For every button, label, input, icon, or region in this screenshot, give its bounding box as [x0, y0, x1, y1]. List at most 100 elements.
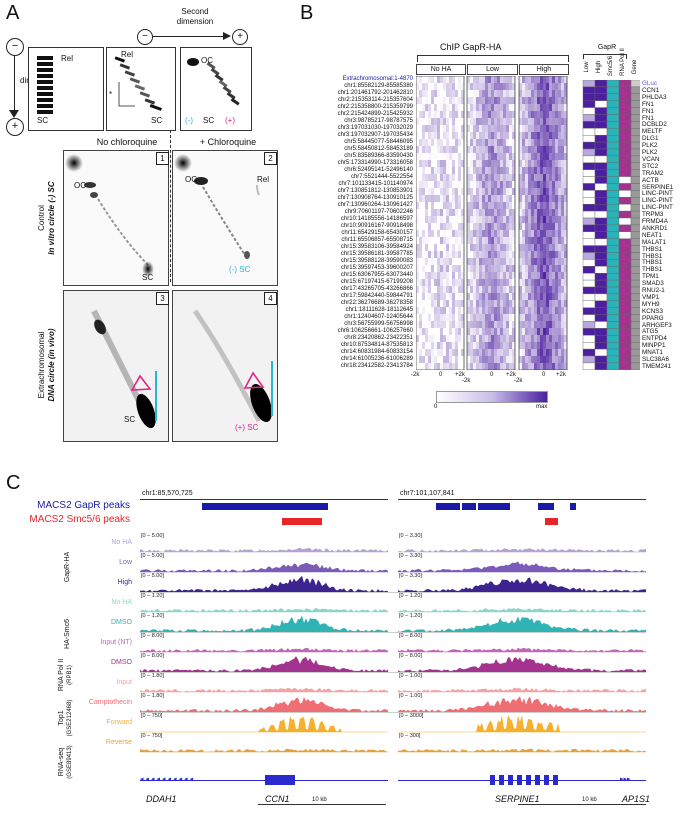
heatmap-cell	[549, 230, 553, 238]
heatmap-cell	[534, 300, 538, 308]
heatmap-cell	[537, 265, 541, 273]
heatmap-cell	[546, 342, 550, 350]
heatmap-cell	[428, 314, 432, 322]
heatmap-cell	[540, 279, 544, 287]
heatmap-cell	[458, 286, 462, 294]
heatmap-cell	[546, 335, 550, 343]
heatmap-cell	[543, 153, 547, 161]
heatmap-cell	[503, 202, 507, 210]
heatmap-cell	[497, 363, 501, 370]
heatmap-cell	[564, 307, 568, 315]
heatmap-cell	[552, 132, 556, 140]
heatmap-cell	[525, 272, 529, 280]
heatmap-cell	[467, 139, 471, 147]
annotation-cell	[606, 93, 620, 101]
heatmap-cell	[440, 111, 444, 119]
heatmap-cell	[449, 195, 453, 203]
heatmap-cell	[437, 300, 441, 308]
track-label: High	[117, 579, 132, 586]
heatmap-cell	[422, 139, 426, 147]
heatmap-cell	[543, 174, 547, 182]
heatmap-cell	[500, 153, 504, 161]
heatmap-cell	[452, 146, 456, 154]
heatmap-cell	[470, 181, 474, 189]
heatmap-cell	[555, 90, 559, 98]
heatmap-cell	[476, 300, 480, 308]
heatmap-cell	[503, 76, 507, 84]
heatmap-cell	[534, 209, 538, 217]
heatmap-cell	[525, 83, 529, 91]
heatmap-cell	[506, 216, 510, 224]
heatmap-cell	[419, 195, 423, 203]
heatmap-cell	[552, 167, 556, 175]
heatmap-cell	[488, 118, 492, 126]
heatmap-cell	[446, 195, 450, 203]
annotation-cell	[630, 176, 640, 184]
heatmap-cell	[540, 90, 544, 98]
heatmap-cell	[467, 258, 471, 266]
annotation-cell	[582, 321, 596, 329]
heatmap-cell	[440, 83, 444, 91]
heatmap-cell	[437, 111, 441, 119]
heatmap-cell	[467, 272, 471, 280]
heatmap-cell	[519, 328, 523, 336]
heatmap-row-label: chr1:12404607-12405644	[344, 314, 413, 320]
heatmap-cell	[540, 363, 544, 370]
heatmap-cell	[440, 300, 444, 308]
heatmap-cell	[461, 307, 465, 315]
heatmap-cell	[494, 188, 498, 196]
heatmap-cell	[525, 230, 529, 238]
heatmap-cell	[531, 153, 535, 161]
heatmap-cell	[555, 279, 559, 287]
gene-label: RNU2-1	[642, 287, 665, 294]
heatmap-cell	[467, 300, 471, 308]
gene-label: PPARG	[642, 314, 664, 322]
heatmap-cell	[422, 265, 426, 273]
heatmap-cell	[461, 223, 465, 231]
heatmap-cell	[416, 111, 420, 119]
heatmap-cell	[561, 279, 565, 287]
heatmap-cell	[540, 328, 544, 336]
annotation-cell	[582, 197, 596, 205]
heatmap-cell	[482, 188, 486, 196]
heatmap-cell	[449, 300, 453, 308]
heatmap-cell	[546, 76, 550, 84]
track-range: [0 – 8.00]	[399, 633, 422, 639]
heatmap-cell	[537, 111, 541, 119]
heatmap-cell	[488, 237, 492, 245]
control-row-label: Control In vitro circle (-) SC	[37, 153, 57, 283]
heatmap-cell	[497, 286, 501, 294]
locus-left: chr1:85,570,725	[142, 490, 193, 497]
gene-label: FN1	[642, 114, 654, 122]
heatmap-cell	[543, 286, 547, 294]
heatmap-cell	[494, 139, 498, 147]
heatmap-cell	[458, 314, 462, 322]
heatmap-cell	[431, 342, 435, 350]
heatmap-cell	[525, 125, 529, 133]
heatmap-cell	[461, 342, 465, 350]
heatmap-cell	[522, 167, 526, 175]
annotation-cell	[606, 80, 620, 88]
heatmap-cell	[434, 153, 438, 161]
heatmap-cell	[476, 209, 480, 217]
heatmap-cell	[540, 125, 544, 133]
annotation-cell	[618, 114, 632, 122]
track-signal	[140, 615, 388, 633]
heatmap-cell	[461, 300, 465, 308]
heatmap-cell	[455, 160, 459, 168]
heatmap-group-frame	[518, 76, 568, 370]
annotation-cell	[618, 148, 632, 157]
heatmap-cell	[497, 335, 501, 343]
heatmap-cell	[452, 153, 456, 161]
heatmap-cell	[549, 293, 553, 301]
heatmap-cell	[485, 258, 489, 266]
annotation-cell	[630, 279, 640, 288]
heatmap-cell	[546, 104, 550, 112]
heatmap-cell	[434, 258, 438, 266]
annotation-cell	[630, 321, 640, 329]
heatmap-cell	[419, 223, 423, 231]
heatmap-cell	[525, 286, 529, 294]
heatmap-cell	[500, 174, 504, 182]
genome-tracks: No HA [0 – 5.00] [0 – 3.30] Low [0 – 5.00] [0…	[0, 533, 685, 763]
heatmap-cell	[479, 125, 483, 133]
